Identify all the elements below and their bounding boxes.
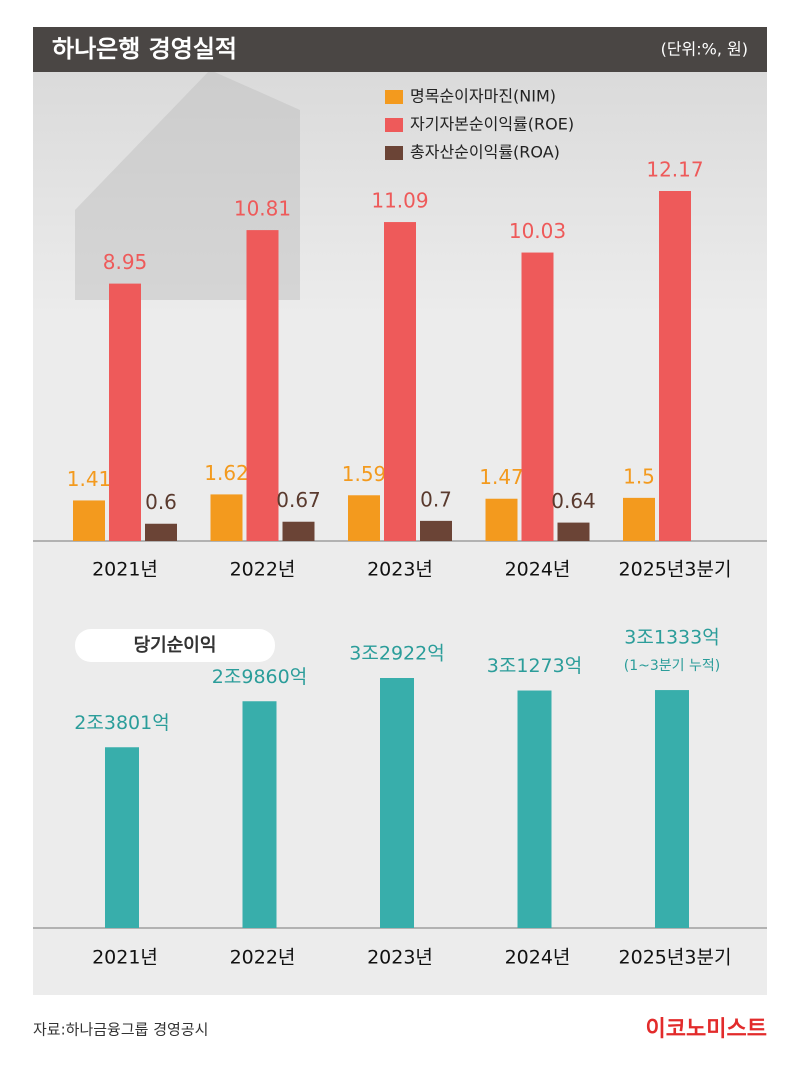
source: 자료:하나금융그룹 경영공시	[33, 1021, 208, 1039]
value-label: 1.62	[204, 461, 249, 485]
x-tick-label: 2023년	[367, 947, 433, 969]
value-label: 0.64	[551, 489, 596, 513]
value-label: 12.17	[646, 158, 703, 182]
value-label: 0.7	[420, 487, 452, 511]
value-label: 1.59	[342, 462, 387, 486]
bar	[655, 690, 689, 928]
bar	[384, 222, 416, 541]
legend-swatch	[385, 118, 403, 132]
value-label: 3조2922억	[349, 643, 444, 665]
bar	[348, 495, 380, 541]
value-label: 0.67	[276, 488, 321, 512]
value-label: 2조9860억	[212, 666, 307, 688]
value-label: 11.09	[371, 189, 428, 213]
legend-label: 명목순이자마진(NIM)	[410, 87, 556, 106]
bar	[659, 191, 691, 541]
bar	[210, 494, 243, 541]
bar	[246, 230, 279, 541]
value-label: 10.03	[509, 219, 566, 243]
unit: (단위:%, 원)	[661, 40, 748, 59]
x-tick-label: 2022년	[230, 947, 296, 969]
x-tick-label: 2023년	[367, 559, 433, 581]
value-label: 0.6	[145, 490, 177, 514]
value-label: 2조3801억	[74, 712, 169, 734]
building-photo	[75, 70, 300, 300]
bar	[242, 701, 277, 928]
value-label: 3조1333억	[624, 627, 719, 649]
bar	[282, 521, 315, 541]
bar	[557, 522, 590, 541]
bar	[485, 498, 518, 541]
brand: 이코노미스트	[646, 1017, 767, 1042]
legend-swatch	[385, 90, 403, 104]
bar	[517, 690, 552, 928]
x-tick-label: 2021년	[92, 947, 158, 969]
value-label: 1.5	[623, 464, 655, 488]
value-label: 1.47	[479, 465, 524, 489]
bar	[109, 283, 141, 541]
bar	[73, 500, 105, 541]
legend-swatch	[385, 146, 403, 160]
annotation: (1~3분기 누적)	[624, 658, 720, 674]
value-label: 10.81	[234, 197, 291, 221]
legend-label: 자기자본순이익률(ROE)	[410, 115, 574, 134]
bar	[105, 747, 139, 928]
legend-label: 총자산순이익률(ROA)	[410, 143, 560, 162]
header-bar	[33, 27, 767, 72]
x-tick-label: 2024년	[505, 559, 571, 581]
x-tick-label: 2021년	[92, 559, 158, 581]
title: 하나은행 경영실적	[52, 35, 237, 63]
bar	[623, 497, 655, 541]
x-tick-label: 2022년	[230, 559, 296, 581]
bar	[420, 520, 452, 541]
bar	[521, 252, 554, 541]
x-tick-label: 2024년	[505, 947, 571, 969]
section-title: 당기순이익	[134, 635, 217, 656]
x-tick-label: 2025년3분기	[619, 947, 732, 969]
section-pill	[75, 629, 275, 662]
value-label: 3조1273억	[487, 655, 582, 677]
bar	[145, 523, 177, 541]
value-label: 8.95	[103, 250, 148, 274]
value-label: 1.41	[67, 467, 112, 491]
bar	[380, 678, 414, 928]
x-tick-label: 2025년3분기	[619, 559, 732, 581]
